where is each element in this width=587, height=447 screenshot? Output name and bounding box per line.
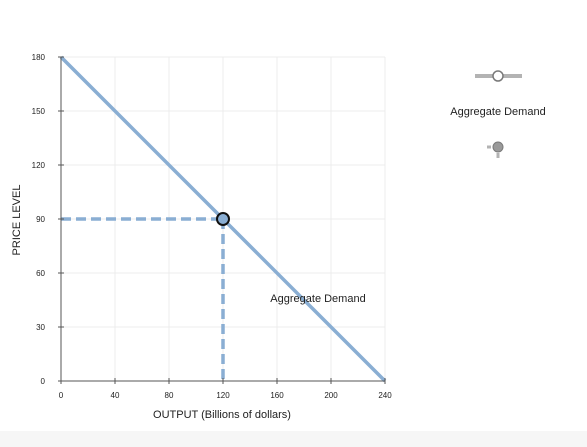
x-tick-label: 200 [324, 391, 338, 400]
equilibrium-point[interactable] [216, 212, 230, 226]
x-tick-label: 160 [270, 391, 284, 400]
legend: Aggregate Demand [450, 70, 546, 158]
curve-label: Aggregate Demand [270, 293, 365, 305]
series-layer [59, 55, 387, 383]
axes [58, 56, 386, 384]
legend-label-aggregate-demand: Aggregate Demand [450, 106, 545, 118]
x-tick-label: 40 [111, 391, 120, 400]
x-tick-label: 240 [378, 391, 392, 400]
y-tick-label: 0 [41, 377, 46, 386]
x-tick-label: 80 [165, 391, 174, 400]
x-tick-label: 0 [59, 391, 64, 400]
gray-point-icon[interactable] [487, 141, 504, 158]
y-tick-label: 90 [36, 215, 45, 224]
y-tick-label: 60 [36, 269, 45, 278]
x-axis-title: OUTPUT (Billions of dollars) [153, 409, 291, 421]
bottom-bar [0, 431, 587, 447]
y-tick-label: 180 [32, 53, 46, 62]
x-tick-label: 120 [216, 391, 230, 400]
y-tick-label: 30 [36, 323, 45, 332]
tick-labels: 0 40 80 120 160 200 240 0 30 60 90 120 150 180 [32, 53, 393, 400]
reference-lines [61, 217, 225, 381]
y-axis-title: PRICE LEVEL [11, 185, 23, 256]
y-tick-label: 150 [32, 107, 46, 116]
line-with-hollow-circle-icon[interactable] [475, 70, 522, 82]
y-tick-label: 120 [32, 161, 46, 170]
